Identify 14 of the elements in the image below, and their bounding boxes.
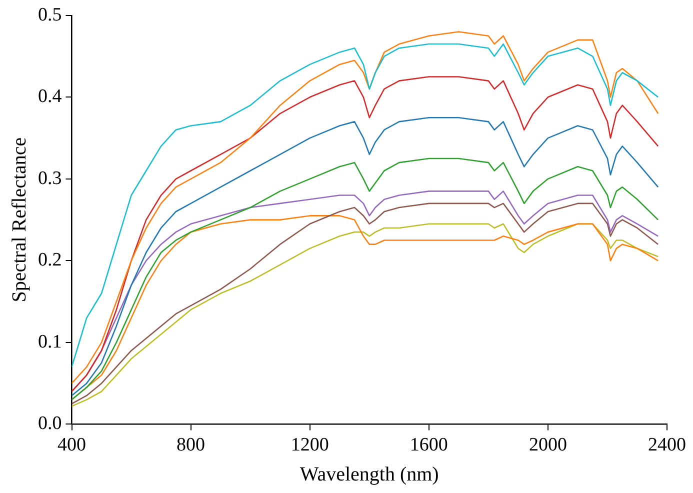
y-tick-label: 0.3 <box>38 168 62 189</box>
y-tick-label: 0.4 <box>38 86 62 108</box>
y-tick-label: 0.1 <box>38 331 62 352</box>
y-axis-title: Spectral Reflectance <box>8 137 30 302</box>
x-tick-label: 1200 <box>290 434 329 456</box>
x-tick-label: 1600 <box>410 434 448 456</box>
x-axis-title: Wavelength (nm) <box>300 463 439 486</box>
y-tick-label: 0.5 <box>38 4 62 26</box>
x-tick-label: 400 <box>58 434 86 456</box>
y-tick-label: 0.0 <box>38 413 62 434</box>
x-tick-label: 2000 <box>528 434 567 456</box>
x-tick-label: 800 <box>176 434 206 456</box>
y-tick-label: 0.2 <box>38 250 62 271</box>
x-tick-label: 2400 <box>648 434 686 456</box>
